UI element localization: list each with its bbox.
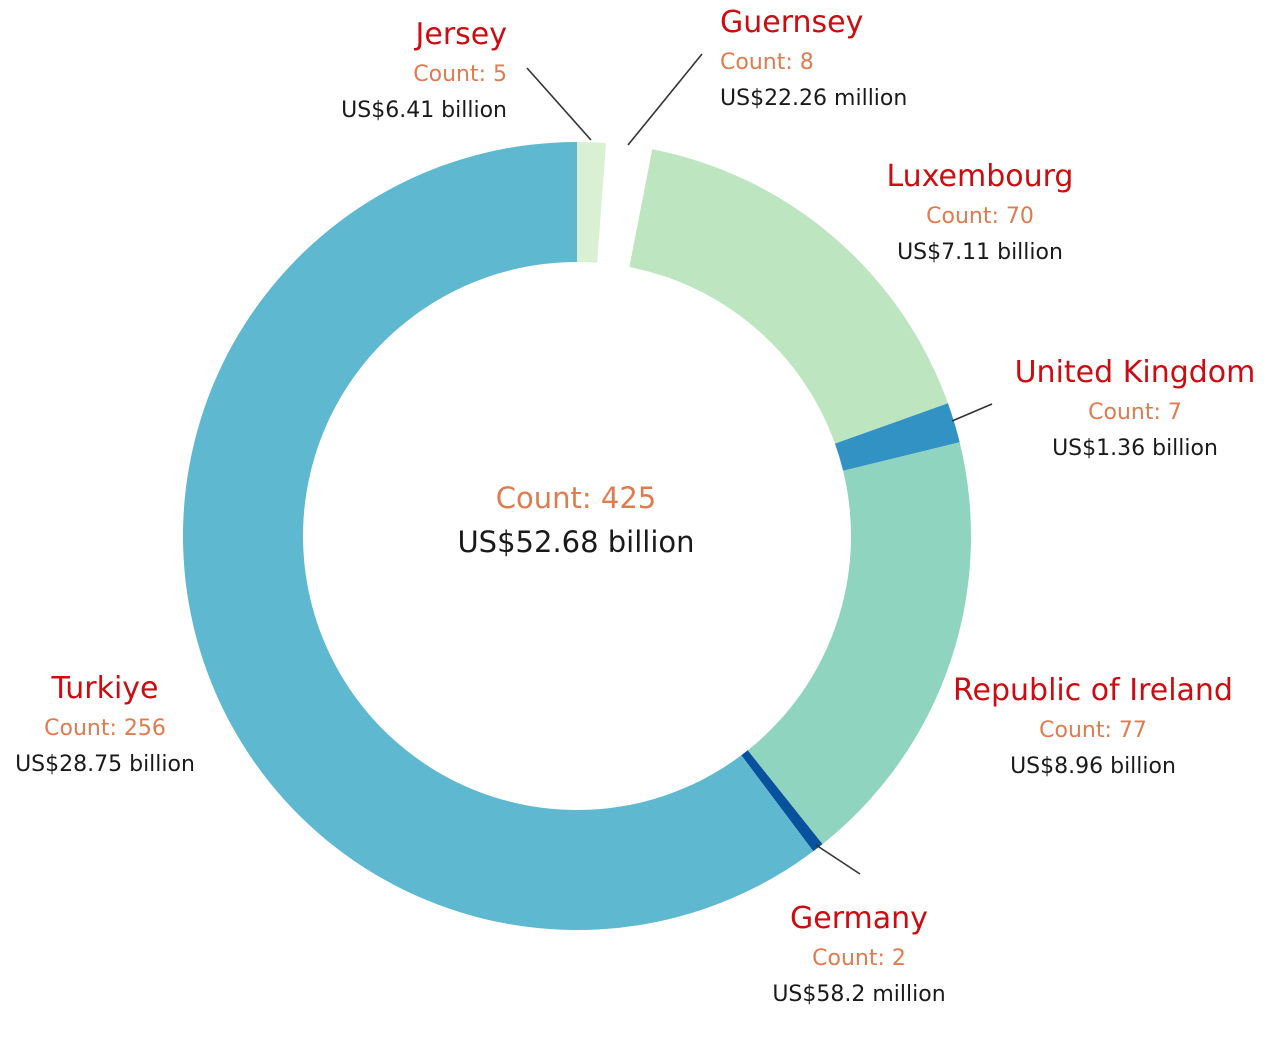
center-amount-label: US$52.68 billion <box>457 525 694 559</box>
label-luxembourg: Luxembourg Count: 70 US$7.11 billion <box>887 159 1074 265</box>
label-united-kingdom: United Kingdom Count: 7 US$1.36 billion <box>1015 355 1256 461</box>
slice-name-luxembourg: Luxembourg <box>887 159 1074 194</box>
leader-line-jersey <box>526 67 592 141</box>
slice-turkiye <box>182 142 814 931</box>
slice-luxembourg <box>629 149 948 444</box>
slices-group <box>182 142 972 931</box>
slice-count-guernsey: Count: 8 <box>720 50 814 75</box>
label-germany: Germany Count: 2 US$58.2 million <box>772 901 945 1007</box>
slice-germany <box>741 750 823 852</box>
slice-name-turkiye: Turkiye <box>50 671 158 706</box>
label-turkiye: Turkiye Count: 256 US$28.75 billion <box>15 671 195 777</box>
leader-line-united-kingdom <box>951 403 993 422</box>
slice-count-germany: Count: 2 <box>812 946 906 971</box>
center-count-label: Count: 425 <box>496 481 656 515</box>
slice-amount-luxembourg: US$7.11 billion <box>897 240 1063 265</box>
slice-name-jersey: Jersey <box>414 17 507 52</box>
slice-amount-guernsey: US$22.26 million <box>720 86 907 111</box>
slice-name-republic-of-ireland: Republic of Ireland <box>953 673 1233 708</box>
slice-amount-united-kingdom: US$1.36 billion <box>1052 436 1218 461</box>
leader-line-germany <box>815 844 861 875</box>
slice-amount-jersey: US$6.41 billion <box>341 98 507 123</box>
slice-count-republic-of-ireland: Count: 77 <box>1039 718 1147 743</box>
slice-count-jersey: Count: 5 <box>413 62 507 87</box>
slice-count-turkiye: Count: 256 <box>44 716 166 741</box>
label-guernsey: Guernsey Count: 8 US$22.26 million <box>720 5 907 111</box>
slice-amount-germany: US$58.2 million <box>772 982 945 1007</box>
slice-republic-of-ireland <box>747 442 972 845</box>
slice-name-germany: Germany <box>790 901 928 936</box>
slice-name-united-kingdom: United Kingdom <box>1015 355 1256 390</box>
leader-line-guernsey <box>627 53 703 146</box>
slice-amount-republic-of-ireland: US$8.96 billion <box>1010 754 1176 779</box>
slice-count-united-kingdom: Count: 7 <box>1088 400 1182 425</box>
slice-jersey <box>577 142 607 263</box>
label-republic-of-ireland: Republic of Ireland Count: 77 US$8.96 bi… <box>953 673 1233 779</box>
leader-lines <box>526 53 993 875</box>
slice-guernsey <box>597 143 653 268</box>
slice-amount-turkiye: US$28.75 billion <box>15 752 195 777</box>
slice-united-kingdom <box>834 403 960 471</box>
slice-count-luxembourg: Count: 70 <box>926 204 1034 229</box>
label-jersey: Jersey Count: 5 US$6.41 billion <box>341 17 507 123</box>
slice-name-guernsey: Guernsey <box>720 5 863 40</box>
